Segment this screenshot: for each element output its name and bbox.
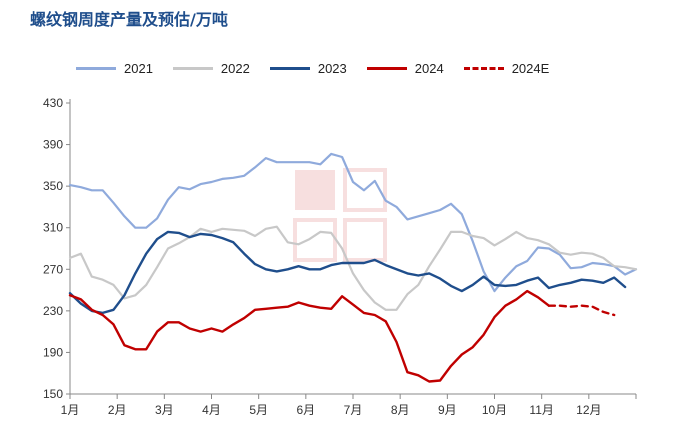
x-tick-label: 2月 bbox=[108, 403, 127, 417]
legend-item-2022: 2022 bbox=[172, 60, 250, 76]
legend-label-2023: 2023 bbox=[317, 60, 347, 76]
legend-swatch-2023 bbox=[269, 66, 310, 70]
series-line-2024e bbox=[547, 304, 616, 317]
legend-swatch-2024e bbox=[463, 66, 504, 70]
legend-item-2024: 2024 bbox=[366, 60, 444, 76]
x-tick-label: 10月 bbox=[482, 403, 507, 417]
legend-item-2023: 2023 bbox=[269, 60, 347, 76]
legend-label-2024: 2024 bbox=[414, 60, 444, 76]
axis-layer: 150 190 230 270 310 350 390 430 1月 2月 3月 4月 5月 6月 7月 8月… bbox=[43, 96, 637, 417]
y-tick-label: 190 bbox=[43, 345, 63, 359]
y-tick-label: 430 bbox=[43, 96, 63, 110]
x-tick-label: 7月 bbox=[344, 403, 363, 417]
chart-title: 螺纹钢周度产量及预估/万吨 bbox=[30, 10, 228, 29]
y-tick-label: 390 bbox=[43, 138, 63, 152]
legend-swatch-2022 bbox=[172, 66, 213, 70]
x-tick-label: 12月 bbox=[576, 403, 601, 417]
legend-label-2024e: 2024E bbox=[511, 60, 550, 76]
x-tick-label: 8月 bbox=[391, 403, 410, 417]
legend-item-2024e: 2024E bbox=[463, 60, 550, 76]
x-tick-label: 6月 bbox=[296, 403, 315, 417]
series-line-2023 bbox=[68, 230, 627, 315]
y-tick-label: 350 bbox=[43, 179, 63, 193]
legend-label-2021: 2021 bbox=[124, 60, 153, 76]
y-tick-label: 230 bbox=[43, 304, 63, 318]
x-tick-label: 9月 bbox=[438, 403, 457, 417]
legend-swatch-2024 bbox=[366, 66, 407, 70]
x-tick-label: 1月 bbox=[61, 403, 80, 417]
x-tick-label: 3月 bbox=[155, 403, 174, 417]
legend-label-2022: 2022 bbox=[220, 60, 250, 76]
y-tick-label: 150 bbox=[43, 387, 63, 401]
series-layer bbox=[68, 152, 638, 383]
x-tick-label: 4月 bbox=[202, 403, 221, 417]
legend: 2021 2022 2023 2024 2024E bbox=[76, 58, 569, 78]
series-line-2021 bbox=[68, 152, 638, 293]
x-tick-label: 11月 bbox=[529, 403, 553, 417]
legend-item-2021: 2021 bbox=[76, 61, 153, 76]
series-line-2022 bbox=[68, 225, 638, 311]
legend-swatch-2021 bbox=[76, 66, 116, 70]
y-tick-label: 310 bbox=[43, 221, 63, 235]
series-line-2024 bbox=[68, 289, 551, 383]
x-tick-label: 5月 bbox=[249, 403, 268, 417]
y-tick-label: 270 bbox=[43, 262, 63, 276]
